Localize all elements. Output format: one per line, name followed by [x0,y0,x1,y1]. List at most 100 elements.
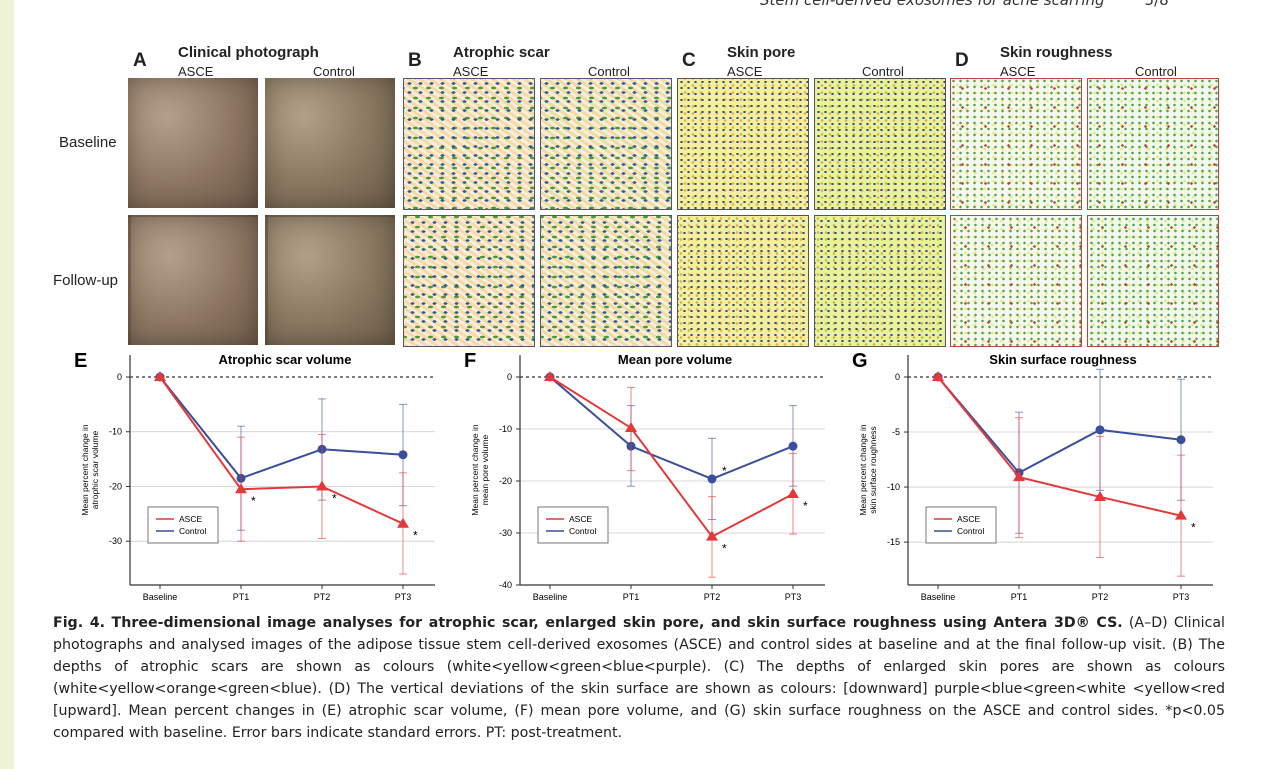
column-label-asce: ASCE [453,64,489,79]
data-point [787,488,799,498]
significance-star: * [722,464,727,478]
skin-pore-map-follow-up-control [814,215,946,347]
x-tick-label: PT1 [233,592,250,602]
page-number: 5/8 [1144,0,1169,9]
chart-title: Atrophic scar volume [219,352,352,367]
chart-letter: F [464,350,476,372]
x-tick-label: PT1 [1011,592,1028,602]
series-line-asce [549,376,794,538]
atrophic-scar-map-baseline-control [540,78,672,210]
row-label-follow-up: Follow-up [53,272,119,289]
significance-star: * [803,499,808,513]
panel-title: Atrophic scar [453,44,550,61]
data-point [1176,435,1186,445]
series-line-control [159,376,404,480]
panel-letter: D [955,50,969,71]
caption-text: (A–D) Clinical photographs and analysed … [53,615,1225,741]
data-point [707,474,717,484]
legend-label: ASCE [179,514,202,524]
chart-f: F Mean pore volume 0 -10 -20 -30 -40 Baseline PT… [464,350,825,602]
legend-box [925,506,997,544]
panel-title: Skin pore [727,44,796,61]
significance-star: * [332,491,337,505]
y-tick-label: -5 [892,427,900,437]
caption-title: Fig. 4. Three-dimensional image analyses… [53,615,1123,631]
series-line-asce [937,376,1182,517]
y-tick-label: 0 [507,372,512,382]
significance-star: * [1191,521,1196,535]
skin-pore-map-baseline-asce [677,78,809,210]
panel-letter: C [682,50,696,71]
y-axis-label-line: atrophic scar volume [90,431,100,510]
y-axis-label-line: Mean percent change in [80,424,90,515]
y-tick-label: -30 [499,528,512,538]
x-tick-label: PT3 [395,592,412,602]
data-point [1013,471,1025,482]
figure-caption: Fig. 4. Three-dimensional image analyses… [53,612,1225,744]
y-tick-label: 0 [895,372,900,382]
data-point [398,450,408,460]
data-point [544,371,556,381]
atrophic-scar-map-follow-up-control [540,215,672,347]
significance-star: * [251,494,256,508]
x-tick-label: Baseline [143,592,178,602]
y-tick-label: -20 [499,476,512,486]
y-tick-label: -10 [109,427,122,437]
chart-letter: E [74,350,87,372]
row-label-baseline: Baseline [59,134,117,151]
y-axis-label-line: skin surface roughness [868,426,878,513]
y-axis-label-line: mean pore volume [480,435,490,506]
data-point [235,483,247,494]
y-tick-label: -10 [887,482,900,492]
column-label-asce: ASCE [1000,64,1036,79]
legend-label: ASCE [957,514,980,524]
chart-title: Mean pore volume [618,352,732,367]
x-tick-label: PT3 [1173,592,1190,602]
legend-label: Control [569,526,597,536]
y-axis-label-line: Mean percent change in [858,424,868,515]
panel-title: Skin roughness [1000,44,1113,61]
column-label-control: Control [588,64,630,79]
y-axis-label: Mean percent change inskin surface rough… [858,424,878,515]
chart-title: Skin surface roughness [989,352,1136,367]
legend-label: ASCE [569,514,592,524]
y-tick-label: -40 [499,580,512,590]
column-label-control: Control [313,64,355,79]
y-tick-label: -30 [109,536,122,546]
legend-box [537,506,609,544]
y-tick-label: -10 [499,424,512,434]
atrophic-scar-map-baseline-asce [403,78,535,210]
x-tick-label: Baseline [533,592,568,602]
skin-roughness-map-baseline-asce [950,78,1082,210]
column-label-control: Control [1135,64,1177,79]
y-tick-label: -20 [109,481,122,491]
significance-star: * [413,529,418,543]
x-tick-label: PT2 [1092,592,1109,602]
panel-title: Clinical photograph [178,44,319,61]
skin-roughness-map-follow-up-asce [950,215,1082,347]
panel-letter: A [133,50,147,71]
chart-letter: G [852,350,868,372]
running-head: Stem cell-derived exosomes for acne scar… [760,0,1169,9]
clinical-photo-baseline-asce [128,78,258,208]
panel-letter: B [408,50,422,71]
x-tick-label: Baseline [921,592,956,602]
clinical-photo-baseline-control [265,78,395,208]
x-tick-label: PT2 [314,592,331,602]
clinical-photo-follow-up-asce [128,215,258,345]
page-margin-strip [0,0,14,769]
running-head-title: Stem cell-derived exosomes for acne scar… [760,0,1105,9]
data-point [316,480,328,491]
data-point [397,517,409,528]
chart-g: G Skin surface roughness 0 -5 -10 -15 Baseline… [852,350,1213,602]
x-tick-label: PT3 [785,592,802,602]
data-point [932,371,944,381]
y-tick-label: -15 [887,537,900,547]
y-axis-label: Mean percent change inmean pore volume [470,424,490,515]
x-tick-label: PT1 [623,592,640,602]
data-point [706,530,718,541]
skin-pore-map-follow-up-asce [677,215,809,347]
y-tick-label: 0 [117,372,122,382]
skin-pore-map-baseline-control [814,78,946,210]
clinical-photo-follow-up-control [265,215,395,345]
